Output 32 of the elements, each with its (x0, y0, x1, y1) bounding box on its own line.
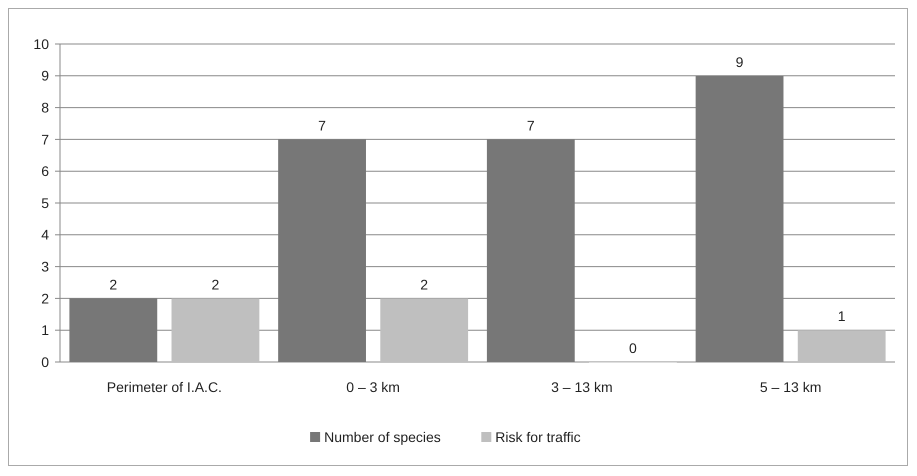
bar (798, 330, 886, 362)
y-tick-label: 2 (41, 290, 50, 306)
bar (696, 76, 784, 362)
data-label: 2 (109, 276, 118, 292)
y-tick-label: 1 (41, 322, 50, 338)
data-label: 9 (736, 54, 744, 70)
y-tick-label: 5 (41, 194, 50, 211)
bar (380, 298, 468, 362)
y-tick-label: 9 (41, 68, 50, 84)
y-tick-label: 4 (41, 226, 50, 243)
bar (486, 139, 575, 362)
data-label: 2 (212, 276, 220, 292)
x-tick-label: 5 – 13 km (760, 379, 822, 395)
bar (278, 139, 366, 362)
y-tick-label: 6 (41, 163, 50, 180)
y-tick-label: 7 (41, 131, 50, 148)
y-tick-label: 3 (41, 258, 50, 274)
data-label: 1 (838, 308, 846, 324)
y-tick-label: 10 (33, 36, 50, 52)
legend-label: Number of species (324, 428, 441, 445)
y-tick-label: 0 (41, 354, 50, 370)
bar (172, 298, 260, 362)
y-tick-label: 8 (41, 100, 50, 116)
x-tick-label: 0 – 3 km (346, 379, 400, 395)
data-label: 7 (318, 117, 326, 134)
data-label: 7 (526, 117, 535, 134)
x-tick-label: Perimeter of I.A.C. (106, 379, 222, 395)
data-label: 0 (629, 340, 638, 356)
legend-label: Risk for traffic (495, 428, 581, 445)
x-tick-label: 3 – 13 km (551, 379, 613, 395)
bar (69, 298, 158, 362)
data-label: 2 (420, 276, 428, 292)
